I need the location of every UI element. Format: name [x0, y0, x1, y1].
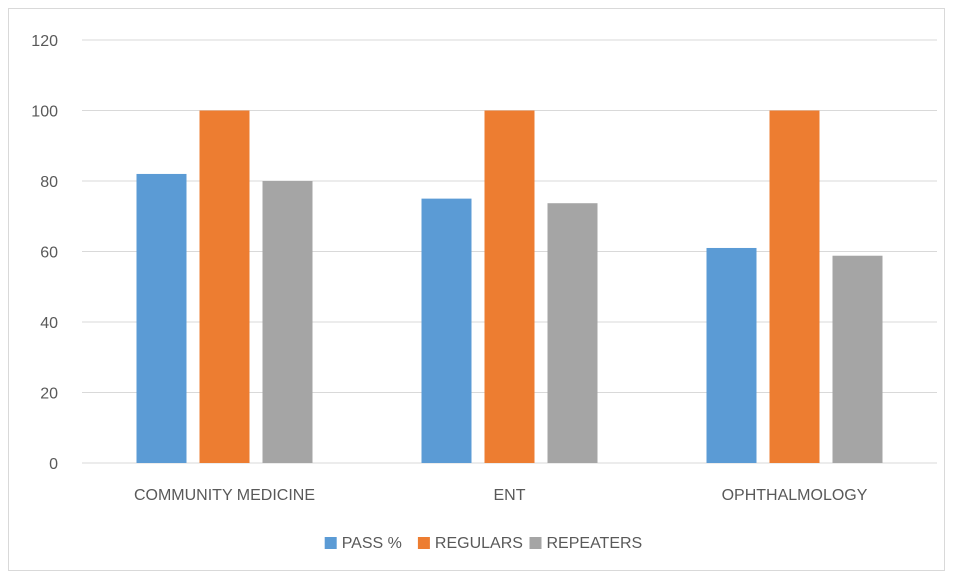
bar-regulars-0 — [199, 110, 250, 463]
bar-regulars-1 — [484, 110, 535, 463]
legend-label: REGULARS — [435, 535, 523, 552]
bar-pass-0 — [136, 173, 187, 463]
y-tick-label: 80 — [40, 174, 58, 191]
y-tick-label: 20 — [40, 386, 58, 403]
y-tick-label: 100 — [31, 104, 58, 121]
legend: PASS % REGULARS REPEATERS — [324, 535, 643, 552]
bar-repeaters-1 — [547, 203, 598, 463]
legend-label: REPEATERS — [547, 535, 643, 552]
legend-swatch — [529, 537, 542, 549]
x-category-label: OPHTHALMOLOGY — [722, 487, 868, 504]
legend-label: PASS % — [342, 535, 402, 552]
bar-pass-1 — [421, 198, 472, 463]
y-tick-label: 0 — [49, 456, 58, 473]
x-category-label: COMMUNITY MEDICINE — [134, 487, 315, 504]
x-axis-categories: COMMUNITY MEDICINE ENT OPHTHALMOLOGY — [134, 487, 868, 504]
bars — [136, 110, 883, 463]
bar-pass-2 — [706, 247, 757, 463]
bar-regulars-2 — [769, 110, 820, 463]
bar-repeaters-0 — [262, 181, 313, 463]
y-tick-label: 40 — [40, 315, 58, 332]
x-category-label: ENT — [494, 487, 526, 504]
legend-swatch — [324, 537, 337, 549]
y-tick-label: 60 — [40, 245, 58, 262]
y-axis-ticks: 0 20 40 60 80 100 120 — [31, 33, 58, 473]
bar-repeaters-2 — [832, 255, 883, 463]
legend-swatch — [417, 537, 430, 549]
y-tick-label: 120 — [31, 33, 58, 50]
